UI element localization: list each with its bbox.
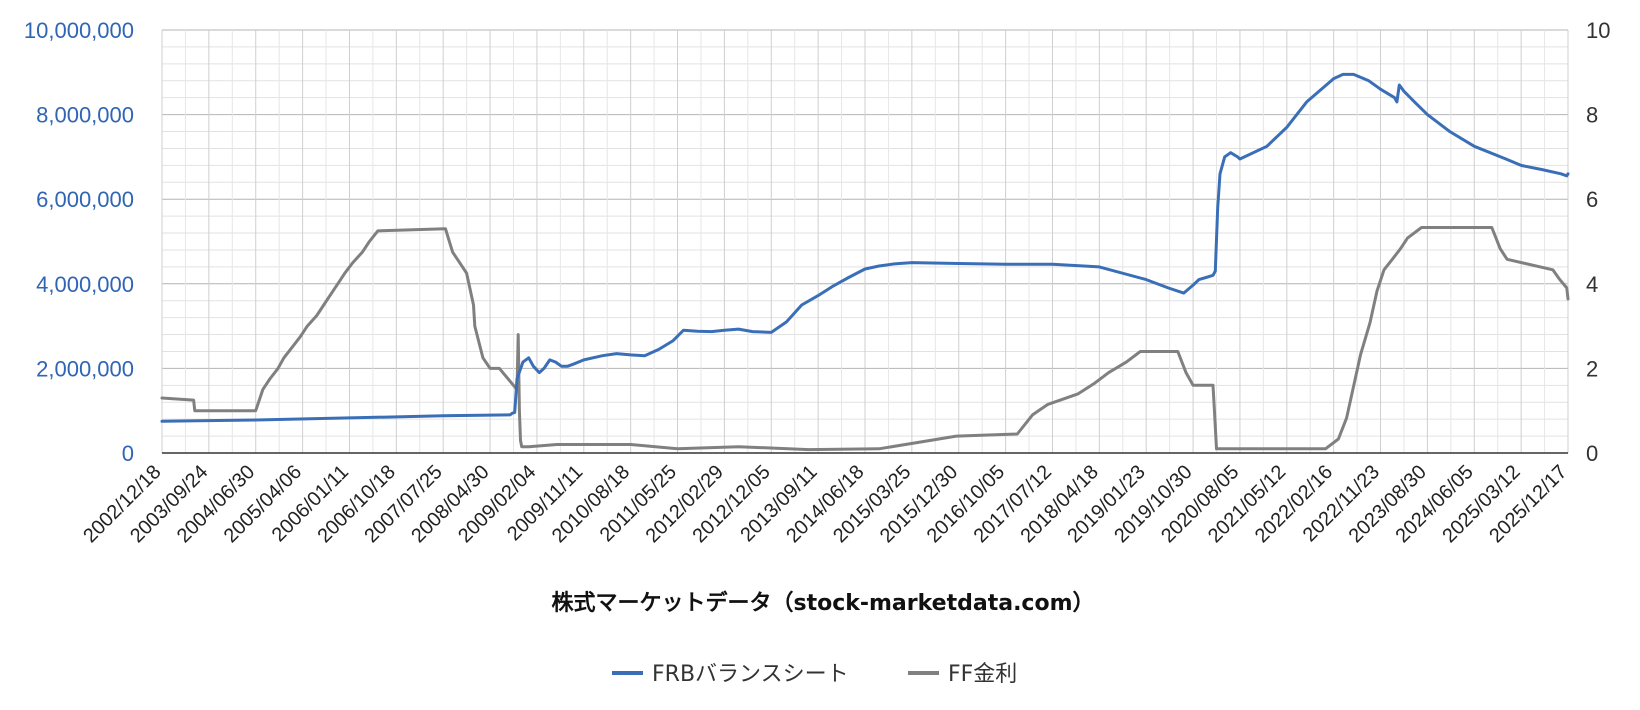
series-line-ff: [160, 226, 1570, 452]
series-line-frb: [160, 72, 1570, 423]
y-left-tick-label: 4,000,000: [36, 272, 134, 297]
gridlines: [161, 29, 1569, 454]
y-right-tick-label: 4: [1586, 272, 1598, 297]
y-left-tick-label: 8,000,000: [36, 103, 134, 128]
y-right-tick-label: 6: [1586, 187, 1598, 212]
y-right-tick-label: 0: [1586, 441, 1598, 466]
legend-label-ff: FF金利: [948, 662, 1017, 687]
y-left-tick-label: 0: [122, 441, 134, 466]
x-axis: 2002/12/182003/09/242004/06/302005/04/06…: [79, 461, 1571, 547]
y-left-tick-label: 6,000,000: [36, 187, 134, 212]
y-right-tick-label: 8: [1586, 103, 1598, 128]
left-y-axis: 0 2,000,000 4,000,000 6,000,000 8,000,000 10,…: [24, 18, 134, 466]
right-y-axis: 0 2 4 6 8 10: [1586, 18, 1610, 466]
y-right-tick-label: 2: [1586, 356, 1598, 381]
y-right-tick-label: 10: [1586, 18, 1610, 43]
x-axis-title: 株式マーケットデータ（stock-marketdata.com）: [551, 590, 1094, 616]
plot-area: [160, 72, 1570, 452]
y-left-tick-label: 2,000,000: [36, 356, 134, 381]
legend: FRBバランスシート FF金利: [612, 662, 1017, 687]
y-left-tick-label: 10,000,000: [24, 18, 134, 43]
legend-label-frb: FRBバランスシート: [652, 662, 849, 687]
